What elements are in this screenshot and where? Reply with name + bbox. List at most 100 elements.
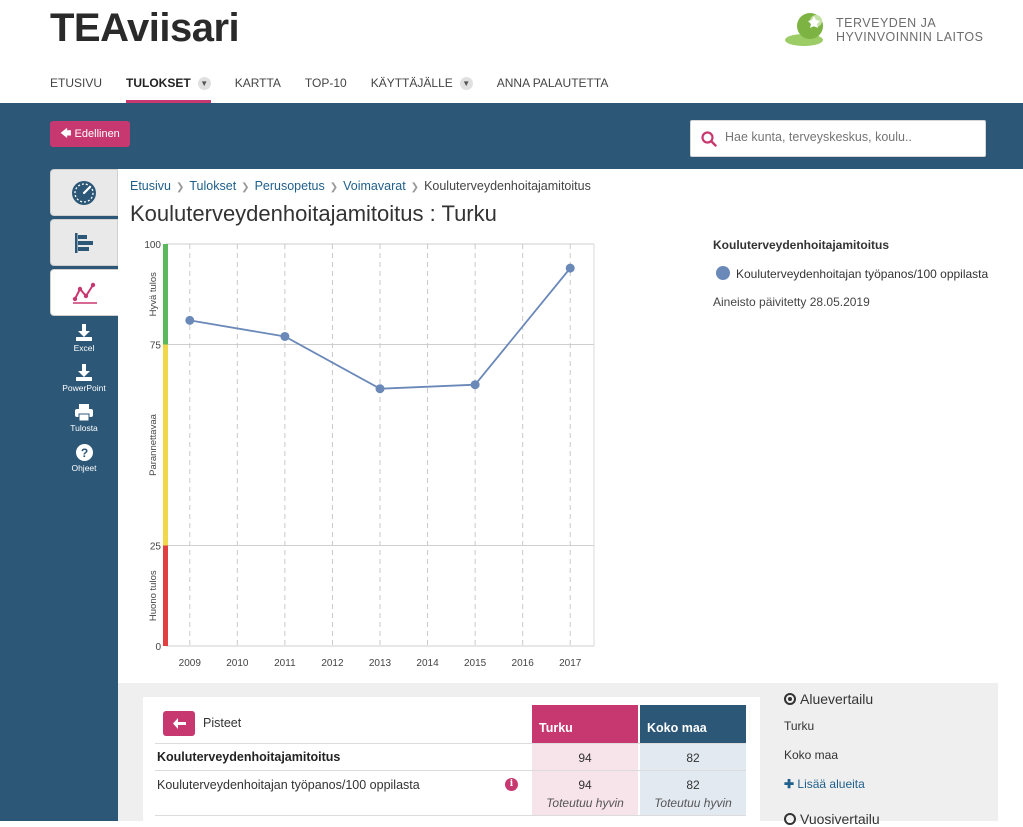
series-dot-icon xyxy=(716,266,730,280)
cell-value: 94 xyxy=(578,778,592,792)
nav-item-top10[interactable]: TOP-10 xyxy=(305,76,347,103)
tab-bar-view[interactable] xyxy=(50,219,118,266)
area-comparison-title: Aluevertailu xyxy=(800,691,874,707)
powerpoint-download-button[interactable]: PowerPoint xyxy=(50,364,118,393)
chevron-down-icon[interactable]: ▼ xyxy=(459,77,473,90)
search-box[interactable] xyxy=(690,120,986,157)
year-comparison-option[interactable]: Vuosivertailu xyxy=(784,811,880,827)
data-point xyxy=(375,384,385,394)
previous-button[interactable]: 🡄 Edellinen xyxy=(50,121,130,147)
nav-label: TULOKSET xyxy=(126,76,191,90)
data-updated-note: Aineisto päivitetty 28.05.2019 xyxy=(713,295,870,309)
help-button[interactable]: ? Ohjeet xyxy=(50,444,118,473)
x-tick-label: 2016 xyxy=(512,658,535,669)
chart-legend: Kouluterveydenhoitajamitoitus Kouluterve… xyxy=(713,238,993,309)
site-logo[interactable]: TEAviisari xyxy=(50,6,240,50)
gauge-icon xyxy=(72,180,96,205)
breadcrumb-link[interactable]: Voimavarat xyxy=(343,179,406,193)
thl-leaf-icon xyxy=(785,13,823,46)
breadcrumb-link[interactable]: Etusivu xyxy=(130,179,171,193)
x-tick-label: 2014 xyxy=(416,658,439,669)
line-chart-icon xyxy=(72,282,97,304)
back-button[interactable] xyxy=(163,711,195,736)
result-band xyxy=(163,545,168,646)
y-tick-label: 100 xyxy=(144,240,161,251)
y-tick-label: 75 xyxy=(150,341,162,352)
add-areas-label: Lisää alueita xyxy=(797,777,865,791)
radio-selected-icon xyxy=(784,693,796,705)
x-tick-label: 2010 xyxy=(226,658,249,669)
printer-icon xyxy=(75,404,93,421)
x-tick-label: 2017 xyxy=(559,658,582,669)
site-header: TEAviisari TERVEYDEN JA HYVINVOINNIN LAI… xyxy=(0,0,1023,103)
legend-entry[interactable]: Kouluterveydenhoitajan työpanos/100 oppi… xyxy=(713,265,993,283)
nav-label: KÄYTTÄJÄLLE xyxy=(370,76,453,90)
info-icon[interactable]: i xyxy=(505,778,518,791)
band-label: Hyvä tulos xyxy=(148,272,159,317)
y-tick-label: 0 xyxy=(155,642,161,653)
print-label: Tulosta xyxy=(70,423,98,433)
result-band xyxy=(163,344,168,546)
search-input[interactable] xyxy=(725,130,975,144)
cell-koko-value: 82 xyxy=(640,744,746,771)
column-header-koko-maa: Koko maa xyxy=(640,705,746,743)
table-divider xyxy=(155,815,746,816)
nav-label: TOP-10 xyxy=(304,76,347,90)
area-item[interactable]: Turku xyxy=(784,719,815,733)
cell-value: 82 xyxy=(686,778,700,792)
line-chart: 0 25 75 100 2009 2010 2011 2012 2013 2014 2015 2016… xyxy=(144,240,595,669)
nav-item-tulokset[interactable]: TULOKSET ▼ xyxy=(126,76,211,103)
data-point xyxy=(280,331,290,341)
year-comparison-title: Vuosivertailu xyxy=(800,811,880,827)
tab-line-view[interactable] xyxy=(50,269,118,316)
breadcrumb-link[interactable]: Tulokset xyxy=(189,179,237,193)
column-header-turku: Turku xyxy=(532,705,638,743)
tab-gauge-view[interactable] xyxy=(50,169,118,216)
cell-turku-result: 94 Toteutuu hyvin xyxy=(532,771,638,815)
chevron-right-icon: ❯ xyxy=(329,182,339,193)
nav-item-palaute[interactable]: ANNA PALAUTETTA xyxy=(497,76,609,103)
area-item[interactable]: Koko maa xyxy=(784,748,839,762)
data-point xyxy=(565,263,575,273)
search-icon xyxy=(701,131,717,147)
x-tick-label: 2012 xyxy=(321,658,344,669)
help-icon: ? xyxy=(75,444,93,461)
x-tick-label: 2013 xyxy=(369,658,392,669)
excel-download-button[interactable]: Excel xyxy=(50,324,118,353)
nav-item-etusivu[interactable]: ETUSIVU xyxy=(50,76,102,103)
cell-status: Toteutuu hyvin xyxy=(654,796,732,810)
nav-item-kayttajalle[interactable]: KÄYTTÄJÄLLE ▼ xyxy=(371,76,473,103)
cell-koko-result: 82 Toteutuu hyvin xyxy=(640,771,746,815)
plus-icon: ✚ xyxy=(784,777,795,791)
download-icon xyxy=(76,364,92,381)
breadcrumb: Etusivu ❯ Tulokset ❯ Perusopetus ❯ Voimavarat ❯… xyxy=(130,179,591,193)
x-tick-label: 2009 xyxy=(179,658,202,669)
nav-item-kartta[interactable]: KARTTA xyxy=(235,76,281,103)
breadcrumb-link[interactable]: Perusopetus xyxy=(254,179,325,193)
page-title: Kouluterveydenhoitajamitoitus : Turku xyxy=(130,201,497,226)
print-button[interactable]: Tulosta xyxy=(50,404,118,433)
powerpoint-label: PowerPoint xyxy=(62,383,106,393)
breadcrumb-current: Kouluterveydenhoitajamitoitus xyxy=(424,179,591,193)
band-label: Parannettavaa xyxy=(148,413,159,476)
nav-label: ETUSIVU xyxy=(50,76,103,90)
thl-logo[interactable]: TERVEYDEN JA HYVINVOINNIN LAITOS xyxy=(784,10,994,50)
table-divider xyxy=(155,743,746,744)
org-name-line1: TERVEYDEN JA xyxy=(836,16,937,30)
add-areas-link[interactable]: ✚ Lisää alueita xyxy=(784,777,865,791)
radio-empty-icon xyxy=(784,813,796,825)
bar-chart-icon xyxy=(75,232,93,253)
previous-label: Edellinen xyxy=(74,128,120,140)
cell-turku-value: 94 xyxy=(532,744,638,771)
arrow-left-icon xyxy=(172,718,186,729)
row-label[interactable]: Kouluterveydenhoitajan työpanos/100 oppi… xyxy=(157,778,420,792)
chevron-right-icon: ❯ xyxy=(176,182,185,193)
arrow-left-icon: 🡄 xyxy=(60,127,72,140)
x-tick-label: 2015 xyxy=(464,658,487,669)
excel-label: Excel xyxy=(73,343,95,353)
points-label: Pisteet xyxy=(203,716,242,730)
download-icon xyxy=(76,324,92,341)
chevron-down-icon[interactable]: ▼ xyxy=(197,77,211,90)
area-comparison-option[interactable]: Aluevertailu xyxy=(784,691,994,707)
nav-label: ANNA PALAUTETTA xyxy=(496,76,609,90)
